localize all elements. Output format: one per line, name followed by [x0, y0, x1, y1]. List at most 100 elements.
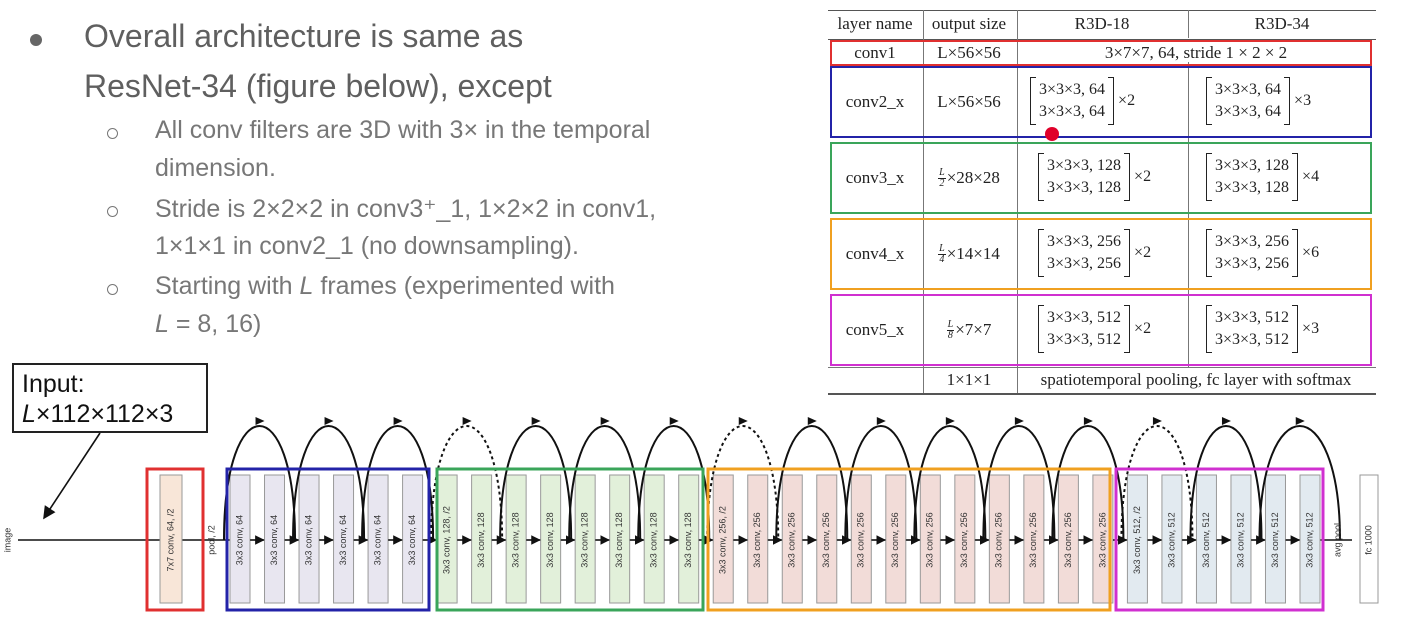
sub-bullet-1-line2: dimension.: [155, 154, 276, 182]
conv-layer-label: 3x3 conv, 256: [1097, 512, 1107, 567]
conv-layer-label: 3x3 conv, 128: [545, 512, 555, 567]
conv-layer-label: 3x3 conv, 256: [821, 512, 831, 567]
conv2-r3d34-b: 3×3×3, 64: [1215, 103, 1282, 120]
conv-layer-label: 3x3 conv, 256: [994, 512, 1004, 567]
row-box-conv5: [830, 294, 1372, 366]
conv-layer-label: 3x3 conv, 512: [1304, 512, 1314, 567]
final-spec: spatiotemporal pooling, fc layer with so…: [1040, 370, 1352, 389]
shortcut-arrowhead: [1152, 417, 1162, 425]
conv4-r3d34-mult: ×6: [1302, 244, 1320, 261]
conv2-r3d18-mult: ×2: [1118, 92, 1136, 109]
sub-bullet-ring: [107, 206, 118, 217]
identity-shortcut: [982, 425, 1056, 541]
conv3-r3d34-mult: ×4: [1302, 168, 1320, 185]
conv5-r3d18-mult: ×2: [1134, 320, 1152, 337]
sub-bullet-3-line2: L = 8, 16): [155, 310, 262, 338]
conv1-spec: 3×7×7, 64, stride 1 × 2 × 2: [1104, 43, 1288, 62]
identity-shortcut: [499, 425, 573, 541]
header-output-size: output size: [931, 14, 1007, 33]
conv-layer-label: 3x3 conv, 64: [338, 515, 348, 565]
row-box-conv4: [830, 218, 1372, 290]
shortcut-arrowhead: [531, 417, 541, 425]
conv4-r3d34-block: 3×3×3, 256 3×3×3, 256 ×6: [1206, 229, 1319, 277]
shortcut-arrowhead: [669, 417, 679, 425]
shortcut-arrowhead: [738, 417, 748, 425]
conv4-r3d34-b: 3×3×3, 256: [1215, 255, 1290, 272]
conv-layer-label: 3x3 conv, 128: [683, 512, 693, 567]
conv5-group-box: [1114, 467, 1325, 612]
header-layer-name: layer name: [837, 14, 913, 33]
conv2-group-box: [225, 467, 431, 612]
conv5-r3d34-block: 3×3×3, 512 3×3×3, 512 ×3: [1206, 305, 1319, 353]
conv-layer-label: 3x3 conv, 256: [959, 512, 969, 567]
identity-shortcut: [1189, 425, 1263, 541]
shortcut-arrowhead: [255, 417, 265, 425]
conv5-r3d18-block: 3×3×3, 512 3×3×3, 512 ×2: [1038, 305, 1151, 353]
conv1-name: conv1: [854, 43, 896, 62]
sub-bullet-2-line1: Stride is 2×2×2 in conv3⁺_1, 1×2×2 in co…: [155, 195, 657, 223]
col-divider: [1188, 62, 1189, 367]
identity-shortcut: [1051, 425, 1125, 541]
conv5-name: conv5_x: [845, 320, 905, 339]
conv2-size: L×56×56: [937, 92, 1001, 111]
input-shape: L×112×112×3: [22, 400, 174, 428]
conv-layer-label: 3x3 conv, 256: [856, 512, 866, 567]
conv1-group-box: [145, 467, 205, 612]
row-divider: [828, 367, 1376, 368]
conv-layer-label: 3x3 conv, 64: [234, 515, 244, 565]
projection-shortcut: [1120, 425, 1194, 541]
conv-layer-label: 3x3 conv, 64: [303, 515, 313, 565]
conv-layer-label: 3x3 conv, 128: [649, 512, 659, 567]
conv1-size: L×56×56: [937, 43, 1001, 62]
shortcut-arrowhead: [324, 417, 334, 425]
conv2-r3d34-mult: ×3: [1294, 92, 1312, 109]
conv1-block-label: 7x7 conv, 64, /2: [165, 509, 175, 572]
conv-layer-label: 3x3 conv, 256: [1028, 512, 1038, 567]
conv3-r3d18-mult: ×2: [1134, 168, 1152, 185]
row-box-conv3: [830, 142, 1372, 214]
pool-label: pool, /2: [206, 525, 216, 555]
sub-bullet-2-line2: 1×1×1 in conv2_1 (no downsampling).: [155, 232, 579, 260]
conv3-group-box: [435, 467, 705, 612]
conv-layer-label: 3x3 conv, 256: [787, 512, 797, 567]
col-divider: [1017, 10, 1018, 394]
image-label: image: [2, 528, 12, 553]
conv-layer-label: 3x3 conv, 512: [1166, 512, 1176, 567]
conv-layer-label: 3x3 conv, 512: [1201, 512, 1211, 567]
conv3-r3d34-a: 3×3×3, 128: [1215, 157, 1290, 174]
row-box-conv1: [830, 40, 1372, 66]
bullet-list: Overall architecture is same as ResNet-3…: [0, 0, 820, 360]
resnet-diagram: image 7x7 conv, 64, /2 pool, /2 3x3 conv, 6…: [2, 417, 1379, 612]
identity-shortcut: [913, 425, 987, 541]
identity-shortcut: [292, 425, 366, 541]
main-bullet-line2: ResNet-34 (figure below), except: [84, 68, 552, 104]
conv-layer-label: 3x3 conv, 128: [511, 512, 521, 567]
conv-layer-label: 3x3 conv, 128: [614, 512, 624, 567]
identity-shortcut: [637, 425, 711, 541]
conv2-r3d18-block: 3×3×3, 64 3×3×3, 64 ×2: [1030, 77, 1135, 125]
conv4-r3d18-a: 3×3×3, 256: [1047, 233, 1122, 250]
main-bullet-line1: Overall architecture is same as: [84, 18, 524, 54]
conv1-block: [159, 474, 183, 604]
conv2-r3d18-a: 3×3×3, 64: [1039, 81, 1106, 98]
conv3-r3d18-block: 3×3×3, 128 3×3×3, 128 ×2: [1038, 153, 1151, 201]
laser-pointer-dot: [1045, 127, 1059, 141]
row-box-conv2: [830, 66, 1372, 138]
conv4-r3d34-a: 3×3×3, 256: [1215, 233, 1290, 250]
architecture-table: layer name output size R3D-18 R3D-34 con…: [828, 10, 1376, 395]
fc-block: [1359, 474, 1379, 604]
shortcut-arrowhead: [1295, 417, 1305, 425]
shortcut-arrowhead: [600, 417, 610, 425]
projection-shortcut: [706, 425, 780, 541]
conv5-r3d18-a: 3×3×3, 512: [1047, 309, 1122, 326]
conv4-r3d18-mult: ×2: [1134, 244, 1152, 261]
header-r3d-34: R3D-34: [1254, 14, 1310, 33]
input-box: Input: L×112×112×3: [12, 363, 208, 433]
conv-layer-label: 3x3 conv, 128: [476, 512, 486, 567]
conv-layer-label: 3x3 conv, 256: [1063, 512, 1073, 567]
conv3-r3d18-b: 3×3×3, 128: [1047, 179, 1122, 196]
sub-bullet-1-line1: All conv filters are 3D with 3× in the t…: [155, 116, 651, 144]
conv3-r3d34-block: 3×3×3, 128 3×3×3, 128 ×4: [1206, 153, 1319, 201]
conv2-name: conv2_x: [845, 92, 905, 111]
shortcut-arrowhead: [807, 417, 817, 425]
